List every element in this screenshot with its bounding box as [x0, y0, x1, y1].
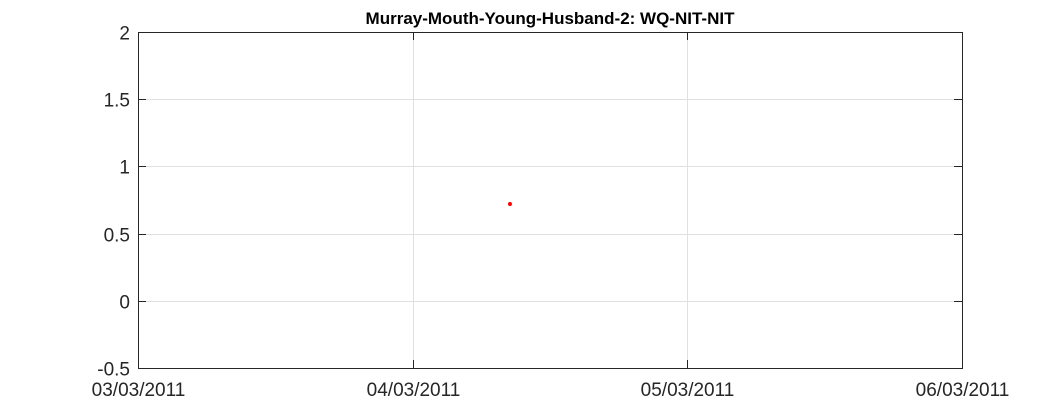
- data-points: [507, 202, 512, 207]
- y-axis-tick-labels: -0.5 0 0.5 1 1.5 2: [97, 24, 130, 381]
- y-tick-label: 2: [119, 24, 130, 45]
- plot-frame: [138, 32, 963, 369]
- y-tick-label: -0.5: [97, 360, 130, 381]
- x-tick-label: 04/03/2011: [367, 380, 461, 401]
- x-tick-label: 06/03/2011: [916, 380, 1010, 401]
- data-point: [507, 202, 512, 207]
- y-tick-label: 0.5: [104, 226, 130, 247]
- x-tick-label: 03/03/2011: [92, 380, 186, 401]
- y-tick-label: 0: [119, 293, 130, 314]
- y-tick-label: 1.5: [104, 91, 130, 112]
- chart-title: Murray-Mouth-Young-Husband-2: WQ-NIT-NIT: [366, 9, 736, 28]
- axis-ticks: [138, 32, 963, 369]
- grid-lines: [138, 32, 963, 369]
- x-axis-tick-labels: 03/03/2011 04/03/2011 05/03/2011 06/03/2011: [92, 380, 1010, 401]
- y-tick-label: 1: [119, 158, 130, 179]
- x-tick-label: 05/03/2011: [641, 380, 735, 401]
